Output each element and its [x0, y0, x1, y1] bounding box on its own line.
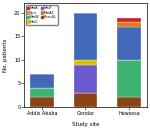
Bar: [74, 64, 98, 93]
Bar: [117, 60, 141, 97]
Bar: [74, 60, 98, 64]
Bar: [30, 88, 54, 97]
Legend: NmA, Spn, NmW, NmC, NmX, NmA2, PneuSL: NmA, Spn, NmW, NmC, NmX, NmA2, PneuSL: [26, 5, 58, 25]
Y-axis label: No. patients: No. patients: [3, 38, 8, 72]
Bar: [74, 13, 98, 60]
Bar: [117, 18, 141, 22]
Bar: [30, 74, 54, 88]
Bar: [30, 97, 54, 107]
Bar: [117, 97, 141, 107]
X-axis label: Study site: Study site: [72, 122, 99, 126]
Bar: [117, 22, 141, 27]
Bar: [74, 93, 98, 107]
Bar: [117, 27, 141, 60]
